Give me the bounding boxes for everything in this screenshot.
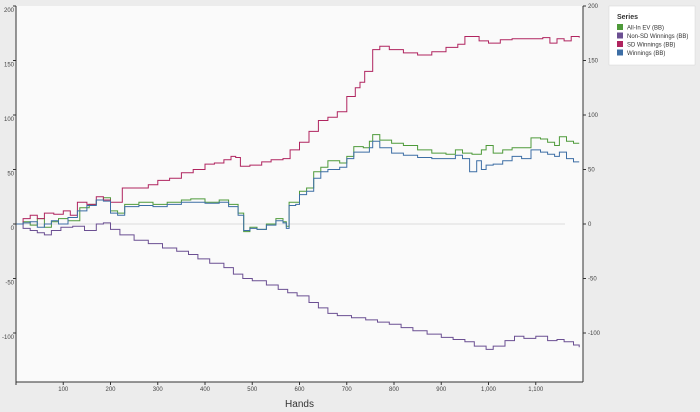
x-tick-label: 400 (200, 387, 211, 393)
y-tick-label-left: 100 (4, 117, 15, 123)
legend: Series All-In EV (BB) Non-SD Winnings (BB… (608, 5, 696, 66)
series-line-2 (16, 36, 580, 225)
x-tick-label: 500 (247, 387, 258, 393)
axes (13, 5, 586, 385)
series-line-3 (16, 140, 580, 231)
legend-swatch (617, 41, 623, 47)
x-tick-label: 200 (105, 387, 116, 393)
legend-swatch (617, 32, 623, 39)
y-tick-label-right: -100 (588, 331, 601, 337)
y-tick-label-right: 0 (588, 222, 592, 228)
y-tick-label-right: 100 (588, 113, 599, 119)
legend-label: Winnings (BB) (627, 51, 665, 57)
x-axis-label: Hands (285, 399, 314, 410)
x-tick-label: 900 (436, 387, 447, 393)
series-line-1 (16, 222, 580, 350)
legend-label: SD Winnings (BB) (627, 43, 675, 49)
y-tick-label-left: 0 (11, 226, 15, 232)
y-tick-label-right: 50 (588, 168, 595, 174)
x-tick-label: 300 (153, 387, 164, 393)
y-tick-label-left: 50 (7, 172, 14, 178)
series-lines (16, 36, 580, 350)
x-tick-label: 600 (294, 387, 305, 393)
y-tick-label-left: -50 (5, 281, 14, 287)
tick-labels: 200200150150100100505000-50-50-100-10010… (2, 4, 601, 393)
x-tick-label: 700 (342, 387, 353, 393)
x-tick-label: 1,000 (481, 387, 497, 393)
legend-label: All-In EV (BB) (627, 26, 664, 32)
y-tick-label-left: 200 (4, 8, 15, 14)
x-tick-label: 100 (58, 387, 69, 393)
legend-swatch (617, 49, 623, 56)
y-tick-label-left: 150 (4, 63, 15, 69)
legend-title: Series (617, 14, 638, 21)
y-tick-label-left: -100 (2, 335, 15, 341)
y-tick-label-right: -50 (588, 277, 597, 283)
legend-box (608, 5, 696, 66)
x-tick-label: 1,100 (528, 387, 544, 393)
legend-swatch (617, 24, 623, 30)
y-tick-label-right: 150 (588, 59, 599, 65)
x-tick-label: 800 (389, 387, 400, 393)
y-tick-label-right: 200 (588, 4, 599, 10)
legend-label: Non-SD Winnings (BB) (627, 34, 688, 40)
